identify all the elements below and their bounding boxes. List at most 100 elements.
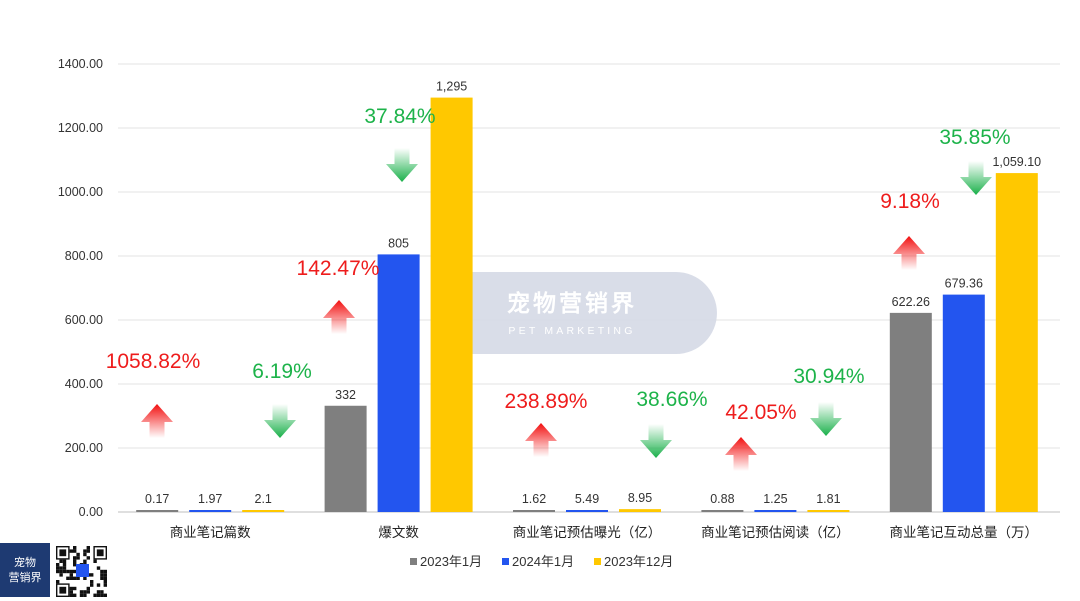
qr-cell — [90, 583, 94, 587]
bar-1-0 — [189, 510, 232, 512]
data-label: 805 — [388, 236, 409, 250]
bar-1-2 — [566, 510, 608, 512]
qr-cell — [73, 556, 77, 560]
qr-cell — [73, 593, 77, 597]
bar-0-0 — [136, 510, 179, 512]
annotation-label: 6.19% — [252, 360, 312, 383]
data-label: 2.1 — [255, 492, 272, 506]
annotations: 1058.82% 6.19% 142.47% 37.84% 238.89% 38.66% 4… — [106, 105, 1011, 471]
bars — [136, 97, 1038, 512]
data-label: 1.25 — [763, 492, 787, 506]
data-label: 1.62 — [522, 492, 546, 506]
qr-center-logo — [76, 564, 89, 577]
x-axis-categories: 商业笔记篇数 爆文数 商业笔记预估曝光（亿） 商业笔记预估阅读（亿） 商业笔记互动总量（… — [170, 525, 1038, 540]
annotation-label: 38.66% — [636, 388, 707, 411]
qr-cell — [83, 576, 87, 580]
qr-cell — [103, 576, 107, 580]
qr-cell — [96, 566, 101, 570]
data-label: 0.88 — [710, 492, 734, 506]
qr-cell — [96, 583, 101, 587]
qr-cell — [96, 593, 101, 597]
qr-cell — [73, 546, 77, 550]
legend: 2023年1月 2024年1月 2023年12月 — [410, 554, 673, 569]
up-arrow-icon — [323, 300, 355, 334]
qr-cell — [56, 563, 60, 567]
qr-cell — [103, 580, 107, 584]
qr-cell — [69, 576, 73, 580]
qr-cell — [103, 569, 107, 574]
y-axis: 0.00 200.00 400.00 600.00 800.00 1000.00 1200.… — [58, 57, 103, 519]
bar-1-4 — [942, 294, 985, 512]
data-label: 0.17 — [145, 492, 169, 506]
qr-finder — [56, 583, 70, 597]
qr-cell — [83, 593, 87, 597]
qr-cell — [79, 590, 84, 594]
qr-cell — [62, 559, 67, 563]
y-tick-label: 400.00 — [65, 377, 103, 391]
data-label: 1,295 — [436, 80, 467, 94]
qr-cell — [103, 593, 107, 597]
data-label: 1.97 — [198, 492, 222, 506]
x-category-label: 商业笔记篇数 — [170, 525, 251, 540]
bar-1-1 — [377, 254, 420, 512]
qr-cell — [56, 566, 60, 570]
watermark-pill — [462, 272, 717, 354]
data-label: 332 — [335, 388, 356, 402]
down-arrow-icon — [640, 424, 672, 458]
down-arrow-icon — [960, 161, 992, 195]
qr-cell — [73, 563, 77, 567]
qr-cell — [69, 590, 73, 594]
y-tick-label: 600.00 — [65, 313, 103, 327]
legend-swatch — [594, 558, 601, 565]
qr-cell — [86, 549, 90, 553]
up-arrow-icon — [725, 437, 757, 471]
qr-cell — [73, 569, 77, 574]
qr-cell — [93, 559, 97, 563]
annotation-label: 35.85% — [939, 126, 1010, 149]
down-arrow-icon — [810, 402, 842, 436]
qr-cell — [93, 593, 97, 597]
qr-finder-center — [59, 586, 67, 594]
qr-cell — [62, 563, 67, 567]
qr-cell — [100, 569, 104, 574]
bar-1-3 — [754, 510, 797, 512]
qr-cell — [100, 576, 104, 580]
qr-cell — [56, 580, 60, 584]
qr-cell — [86, 546, 90, 550]
qr-cell — [100, 593, 104, 597]
qr-cell — [79, 593, 84, 597]
qr-cell — [96, 590, 101, 594]
down-arrow-icon — [386, 148, 418, 182]
qr-cell — [103, 573, 107, 577]
qr-cell — [76, 576, 80, 580]
qr-cell — [69, 549, 73, 553]
qr-cell — [73, 586, 77, 591]
data-label: 622.26 — [892, 295, 930, 309]
qr-cell — [62, 566, 67, 570]
qr-cell — [83, 552, 87, 557]
bar-0-4 — [889, 312, 932, 512]
annotation-label: 1058.82% — [106, 350, 201, 373]
legend-label: 2023年12月 — [604, 554, 673, 569]
annotation-label: 42.05% — [725, 401, 796, 424]
y-tick-label: 0.00 — [79, 505, 103, 519]
qr-cell — [76, 556, 80, 560]
qr-cell — [56, 569, 60, 574]
qr-cell — [69, 573, 73, 577]
qr-cell — [59, 569, 63, 574]
legend-label: 2023年1月 — [420, 554, 482, 569]
bar-0-1 — [324, 405, 367, 512]
qr-finder — [56, 546, 70, 560]
annotation-label: 142.47% — [297, 257, 380, 280]
qr-cell — [69, 593, 73, 597]
qr-cell — [90, 573, 94, 577]
qr-cell — [83, 549, 87, 553]
logo-line-1: 宠物 — [14, 555, 36, 569]
qr-finder-center — [96, 549, 104, 557]
qr-cell — [62, 569, 67, 574]
logo-line-2: 营销界 — [9, 570, 42, 584]
qr-cell — [100, 573, 104, 577]
qr-cell — [59, 573, 63, 577]
up-arrow-icon — [141, 404, 173, 438]
